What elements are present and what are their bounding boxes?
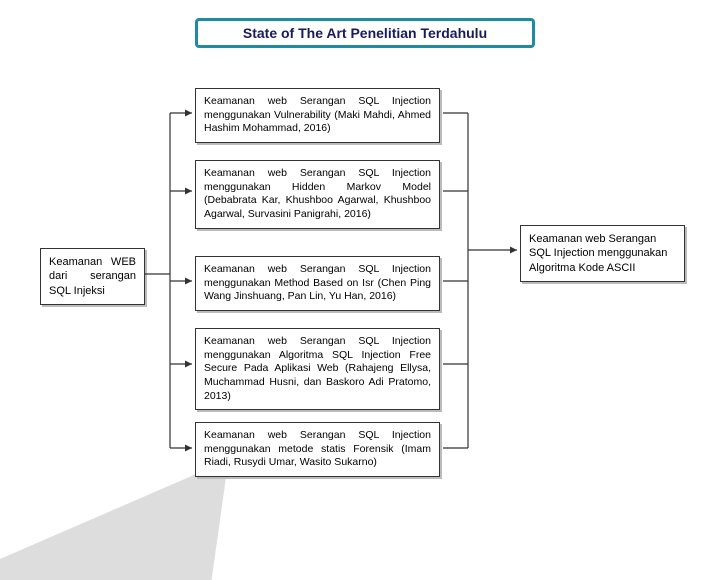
reference-box-4: Keamanan web Serangan SQL Injection meng…: [195, 328, 440, 410]
reference-box-1: Keamanan web Serangan SQL Injection meng…: [195, 88, 440, 143]
reference-text: Keamanan web Serangan SQL Injection meng…: [204, 263, 431, 302]
left-source-box: Keamanan WEB dari serangan SQL Injeksi: [40, 248, 145, 305]
reference-text: Keamanan web Serangan SQL Injection meng…: [204, 95, 431, 134]
right-box-text: Keamanan web Serangan SQL Injection meng…: [529, 233, 667, 274]
reference-box-5: Keamanan web Serangan SQL Injection meng…: [195, 422, 440, 477]
right-result-box: Keamanan web Serangan SQL Injection meng…: [520, 225, 685, 282]
decorative-triangle: [0, 460, 228, 580]
reference-text: Keamanan web Serangan SQL Injection meng…: [204, 167, 431, 220]
reference-text: Keamanan web Serangan SQL Injection meng…: [204, 335, 431, 402]
title-box: State of The Art Penelitian Terdahulu: [195, 18, 535, 48]
reference-box-2: Keamanan web Serangan SQL Injection meng…: [195, 160, 440, 229]
reference-box-3: Keamanan web Serangan SQL Injection meng…: [195, 256, 440, 311]
title-text: State of The Art Penelitian Terdahulu: [243, 25, 487, 41]
left-box-text: Keamanan WEB dari serangan SQL Injeksi: [49, 256, 136, 297]
reference-text: Keamanan web Serangan SQL Injection meng…: [204, 429, 431, 468]
